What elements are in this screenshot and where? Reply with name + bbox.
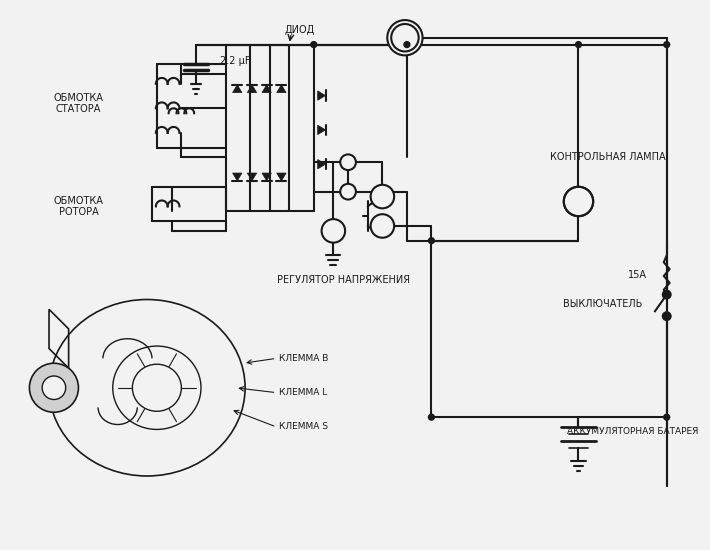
Circle shape <box>576 42 581 47</box>
Text: 15А: 15А <box>628 270 647 280</box>
Text: КОНТРОЛЬНАЯ ЛАМПА: КОНТРОЛЬНАЯ ЛАМПА <box>550 152 666 162</box>
Circle shape <box>663 312 671 320</box>
Polygon shape <box>247 85 257 92</box>
Polygon shape <box>277 85 286 92</box>
Polygon shape <box>262 173 271 181</box>
Polygon shape <box>233 85 242 92</box>
Circle shape <box>387 20 422 56</box>
Text: КЛЕММА S: КЛЕММА S <box>280 422 329 431</box>
Text: ОБМОТКА
СТАТОРА: ОБМОТКА СТАТОРА <box>53 92 104 114</box>
Text: ВЫКЛЮЧАТЕЛЬ: ВЫКЛЮЧАТЕЛЬ <box>563 299 643 310</box>
Circle shape <box>371 185 394 208</box>
Text: ДИОД: ДИОД <box>284 25 315 35</box>
Polygon shape <box>247 173 257 181</box>
Circle shape <box>428 238 435 244</box>
Text: 2.2 μF: 2.2 μF <box>219 56 250 66</box>
Polygon shape <box>262 85 271 92</box>
Text: S: S <box>379 221 386 231</box>
Circle shape <box>340 155 356 170</box>
Polygon shape <box>317 160 325 169</box>
Circle shape <box>564 187 593 216</box>
Circle shape <box>664 42 670 47</box>
Circle shape <box>311 42 317 47</box>
Circle shape <box>663 291 671 299</box>
Circle shape <box>664 414 670 420</box>
Text: L: L <box>380 191 385 201</box>
Circle shape <box>428 414 435 420</box>
Circle shape <box>42 376 66 399</box>
Polygon shape <box>317 91 325 100</box>
Text: РЕГУЛЯТОР НАПРЯЖЕНИЯ: РЕГУЛЯТОР НАПРЯЖЕНИЯ <box>277 275 410 285</box>
Text: ОБМОТКА
РОТОРА: ОБМОТКА РОТОРА <box>53 196 104 217</box>
Circle shape <box>371 214 394 238</box>
Text: КЛЕММА L: КЛЕММА L <box>280 388 328 397</box>
Text: КЛЕММА В: КЛЕММА В <box>280 354 329 363</box>
Text: E: E <box>330 226 337 236</box>
Polygon shape <box>277 173 286 181</box>
Circle shape <box>29 363 78 412</box>
Circle shape <box>322 219 345 243</box>
Text: АККУМУЛЯТОРНАЯ БАТАРЕЯ: АККУМУЛЯТОРНАЯ БАТАРЕЯ <box>567 427 698 436</box>
Polygon shape <box>317 125 325 135</box>
Polygon shape <box>233 173 242 181</box>
Circle shape <box>340 184 356 200</box>
Text: B: B <box>400 32 409 43</box>
Circle shape <box>404 42 410 47</box>
